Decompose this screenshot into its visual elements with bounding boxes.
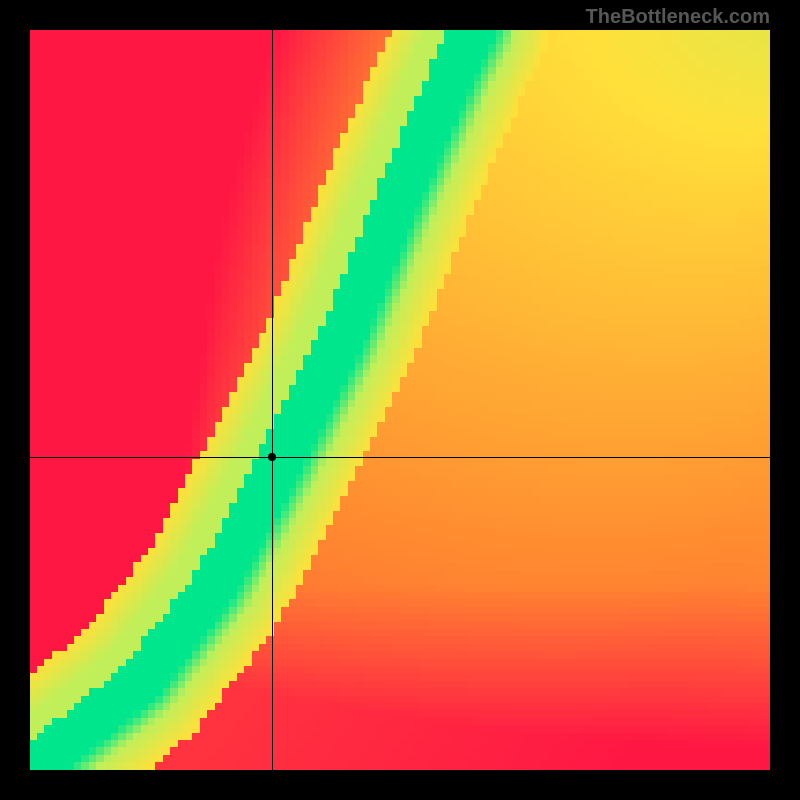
- chart-container: TheBottleneck.com: [0, 0, 800, 800]
- watermark-text: TheBottleneck.com: [586, 6, 770, 29]
- heatmap-canvas: [0, 0, 800, 800]
